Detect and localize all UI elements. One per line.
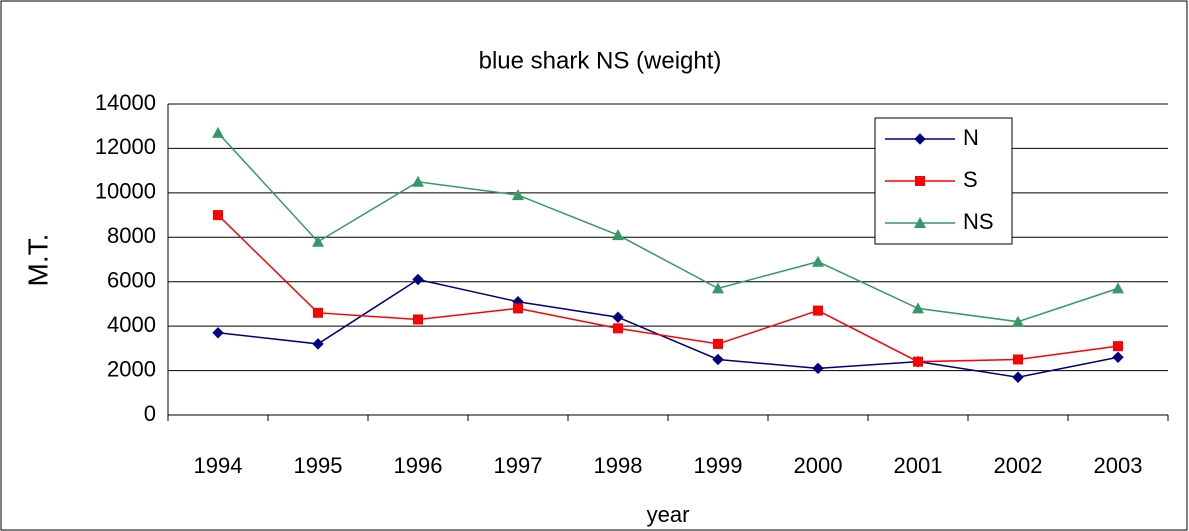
data-point bbox=[813, 305, 823, 316]
data-point bbox=[1013, 354, 1023, 365]
data-point bbox=[312, 235, 324, 247]
data-point bbox=[1112, 282, 1124, 294]
data-point bbox=[212, 327, 224, 339]
series-line bbox=[217, 278, 1119, 378]
y-tick-label: 0 bbox=[144, 401, 156, 426]
x-tick-label: 1996 bbox=[394, 453, 443, 478]
data-point bbox=[712, 353, 724, 366]
data-point bbox=[1112, 351, 1124, 363]
data-point bbox=[513, 303, 523, 314]
data-point bbox=[613, 323, 623, 334]
data-point bbox=[812, 362, 824, 375]
series-line bbox=[217, 132, 1119, 323]
data-point bbox=[312, 338, 324, 350]
data-point bbox=[612, 311, 624, 323]
x-tick-label: 2001 bbox=[894, 453, 943, 478]
x-tick-label: 2002 bbox=[994, 453, 1043, 478]
data-point bbox=[413, 314, 423, 325]
data-point bbox=[512, 189, 524, 201]
chart-title: blue shark NS (weight) bbox=[479, 47, 722, 74]
data-point bbox=[812, 255, 824, 267]
legend-label: N bbox=[963, 125, 979, 150]
data-point bbox=[1113, 341, 1123, 352]
x-tick-label: 1994 bbox=[194, 453, 243, 478]
legend-marker bbox=[915, 176, 925, 186]
data-point bbox=[412, 273, 424, 286]
y-tick-label: 2000 bbox=[107, 356, 156, 381]
data-point bbox=[1012, 315, 1024, 327]
legend-label: NS bbox=[963, 209, 994, 234]
x-tick-label: 2000 bbox=[794, 453, 843, 478]
x-tick-label: 1998 bbox=[594, 453, 643, 478]
data-point bbox=[412, 175, 424, 187]
data-point bbox=[912, 302, 924, 314]
data-point bbox=[913, 356, 923, 367]
x-tick-label: 1997 bbox=[494, 453, 543, 478]
y-tick-label: 10000 bbox=[95, 179, 156, 204]
data-point bbox=[1012, 371, 1024, 383]
data-point bbox=[212, 126, 224, 138]
x-tick-label: 1999 bbox=[694, 453, 743, 478]
y-tick-label: 12000 bbox=[95, 134, 156, 159]
y-tick-label: 4000 bbox=[107, 312, 156, 337]
legend-marker bbox=[914, 217, 926, 228]
legend-label: S bbox=[963, 167, 978, 192]
data-point bbox=[712, 282, 724, 294]
data-point bbox=[713, 338, 723, 349]
x-axis-label: year bbox=[647, 502, 690, 527]
data-point bbox=[612, 229, 624, 241]
data-point bbox=[213, 210, 223, 221]
x-tick-label: 2003 bbox=[1094, 453, 1143, 478]
data-point bbox=[313, 307, 323, 318]
y-tick-label: 14000 bbox=[95, 90, 156, 115]
series-line bbox=[217, 214, 1119, 363]
legend-marker bbox=[914, 133, 926, 145]
x-tick-label: 1995 bbox=[294, 453, 343, 478]
y-tick-label: 6000 bbox=[107, 268, 156, 293]
y-axis-label: M.T. bbox=[22, 234, 53, 287]
y-tick-label: 8000 bbox=[107, 223, 156, 248]
